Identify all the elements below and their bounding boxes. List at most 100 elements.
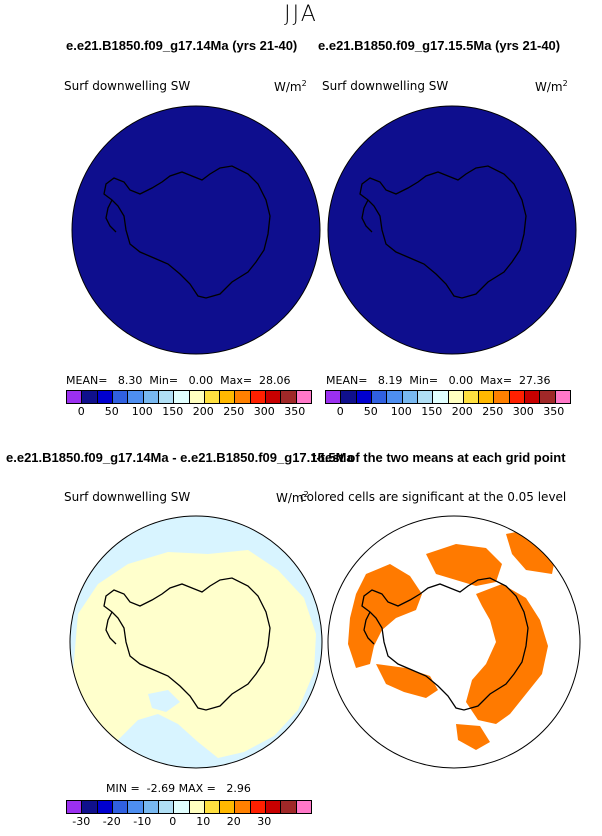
- case1-colorbar-cell: [189, 391, 205, 403]
- case2-colorbar-cell: [371, 391, 388, 403]
- case2-antarctica-outline: [359, 165, 527, 299]
- case2-title: e.e21.B1850.f09_g17.15.5Ma (yrs 21-40): [318, 38, 561, 53]
- ttest-region-north: [426, 544, 502, 586]
- case1-colorbar-ticks: 0 50 100 150 200 250 300 350: [66, 405, 310, 419]
- case1-colorbar-tick-label: 200: [192, 405, 214, 418]
- diff-colorbar-cell: [250, 801, 267, 813]
- case2-colorbar-tick-label: 100: [390, 405, 412, 418]
- season-title: JJA: [284, 2, 318, 27]
- diff-colorbar-ticks: -30 -20 -10 0 10 20 30: [66, 815, 310, 829]
- case1-colorbar-tick-label: 300: [253, 405, 275, 418]
- case1-variable-label: Surf downwelling SW: [64, 79, 191, 93]
- diff-colorbar-cell: [174, 801, 190, 813]
- case2-colorbar-cell: [540, 391, 556, 403]
- case1-antarctica-outline: [103, 165, 271, 299]
- case1-colorbar-cell: [97, 391, 113, 403]
- diff-colorbar-tick-label: -30: [72, 815, 91, 828]
- ttest-map: [327, 515, 581, 769]
- diff-colorbar-cell: [82, 801, 98, 813]
- diff-colorbar-tick-label: -20: [102, 815, 121, 828]
- diff-colorbar-cell: [204, 801, 221, 813]
- case2-colorbar-cell: [341, 391, 357, 403]
- case1-colorbar-cell: [158, 391, 175, 403]
- ttest-region-west: [348, 564, 422, 668]
- diff-units-label: W/m2: [276, 490, 309, 505]
- diff-colorbar-cell: [67, 801, 83, 813]
- diff-variable-label: Surf downwelling SW: [64, 490, 191, 504]
- case2-colorbar-cell: [433, 391, 449, 403]
- case1-peninsula-outline: [105, 199, 117, 233]
- case2-colorbar-cell: [326, 391, 342, 403]
- case2-colorbar-tick-label: 150: [421, 405, 443, 418]
- case2-colorbar-tick-label: 0: [336, 405, 344, 418]
- ttest-region-se: [456, 724, 490, 750]
- case1-colorbar: [66, 390, 312, 404]
- diff-colorbar: [66, 800, 312, 814]
- ttest-note: colored cells are significant at the 0.0…: [300, 490, 567, 504]
- case2-colorbar-cell: [417, 391, 434, 403]
- case2-colorbar-tick-label: 300: [512, 405, 534, 418]
- diff-colorbar-tick-label: 10: [196, 815, 211, 828]
- case1-colorbar-cell: [82, 391, 98, 403]
- case2-colorbar-cell: [356, 391, 372, 403]
- case1-colorbar-cell: [235, 391, 251, 403]
- case2-colorbar-cell: [448, 391, 464, 403]
- case1-colorbar-cell: [128, 391, 144, 403]
- diff-colorbar-cell: [143, 801, 159, 813]
- case1-colorbar-cell: [266, 391, 282, 403]
- case2-colorbar-cell: [494, 391, 510, 403]
- case1-colorbar-cell: [296, 391, 311, 403]
- diff-stats: MIN = -2.69 MAX = 2.96: [106, 782, 251, 795]
- case1-colorbar-tick-label: 250: [223, 405, 245, 418]
- case2-colorbar-cell: [402, 391, 418, 403]
- diff-inner-pocket: [148, 690, 180, 712]
- diff-main-region: [72, 550, 316, 758]
- case2-colorbar-cell: [525, 391, 541, 403]
- case1-stats: MEAN= 8.30 Min= 0.00 Max= 28.06: [66, 374, 291, 387]
- case1-colorbar-cell: [112, 391, 129, 403]
- diff-colorbar-tick-label: 20: [226, 815, 241, 828]
- diff-map: [69, 515, 323, 769]
- ttest-antarctica-outline: [361, 577, 529, 711]
- case1-title: e.e21.B1850.f09_g17.14Ma (yrs 21-40): [66, 38, 298, 53]
- case1-map: [71, 105, 321, 355]
- case1-colorbar-cell: [204, 391, 221, 403]
- case2-variable-label: Surf downwelling SW: [322, 79, 449, 93]
- case2-map: [327, 105, 577, 355]
- case1-map-disk: [71, 105, 321, 355]
- case2-colorbar-tick-label: 50: [363, 405, 378, 418]
- case1-colorbar-cell: [250, 391, 267, 403]
- case2-stats: MEAN= 8.19 Min= 0.00 Max= 27.36: [326, 374, 551, 387]
- case2-units-label: W/m2: [535, 79, 568, 94]
- case2-colorbar-cell: [555, 391, 570, 403]
- diff-colorbar-cell: [97, 801, 113, 813]
- case2-colorbar-tick-label: 350: [543, 405, 565, 418]
- diff-colorbar-tick-label: -10: [133, 815, 152, 828]
- case1-colorbar-cell: [143, 391, 159, 403]
- case1-colorbar-cell: [281, 391, 297, 403]
- diff-colorbar-cell: [235, 801, 251, 813]
- diff-colorbar-tick-label: 30: [257, 815, 272, 828]
- diff-colorbar-cell: [112, 801, 129, 813]
- diff-colorbar-cell: [220, 801, 236, 813]
- ttest-peninsula-outline: [363, 611, 375, 645]
- case2-map-disk: [327, 105, 577, 355]
- case1-colorbar-tick-label: 50: [104, 405, 119, 418]
- ttest-title: t-test of the two means at each grid poi…: [312, 450, 566, 465]
- case1-colorbar-tick-label: 100: [131, 405, 153, 418]
- case2-colorbar-cell: [479, 391, 495, 403]
- ttest-region-east: [466, 584, 548, 724]
- diff-colorbar-cell: [128, 801, 144, 813]
- case1-units-label: W/m2: [274, 79, 307, 94]
- diff-antarctica-outline: [103, 577, 271, 711]
- diff-colorbar-tick-label: 0: [169, 815, 177, 828]
- diff-peninsula-outline: [105, 611, 117, 645]
- case1-colorbar-cell: [174, 391, 190, 403]
- case1-colorbar-tick-label: 150: [162, 405, 184, 418]
- case1-colorbar-cell: [220, 391, 236, 403]
- case1-colorbar-cell: [67, 391, 83, 403]
- diff-colorbar-cell: [296, 801, 311, 813]
- case2-colorbar-cell: [509, 391, 526, 403]
- case2-peninsula-outline: [361, 199, 373, 233]
- diff-colorbar-cell: [266, 801, 282, 813]
